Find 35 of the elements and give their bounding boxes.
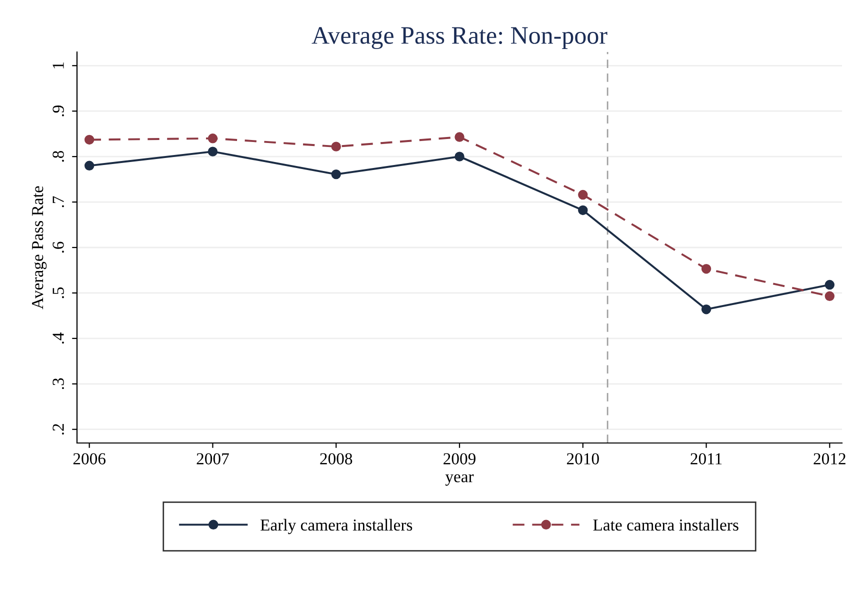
y-tick-label: .2 [52,424,64,435]
x-tick-label: 2010 [566,453,599,464]
x-tick-label: 2006 [73,453,106,464]
y-tick-label: .7 [52,196,64,208]
point [331,142,341,152]
point [578,205,588,216]
y-tick-label: .5 [52,287,64,298]
point [701,304,712,314]
point [824,291,835,302]
chart-title: Average Pass Rate: Non-poor [312,27,608,50]
point [208,134,218,144]
point [578,190,588,200]
y-tick-label: .4 [52,332,64,344]
point [454,132,464,142]
y-axis-title: Average Pass Rate [32,186,47,310]
point [84,134,94,145]
y-tick-label: .3 [52,378,64,390]
x-tick-label: 2009 [444,453,476,464]
y-tick-label: 1 [52,62,64,68]
point [84,160,94,171]
point [454,152,464,162]
x-tick-label: 2011 [690,453,722,464]
legend-label: Early camera installers [260,518,412,534]
y-tick-label: .8 [52,150,64,162]
y-tick-label: .9 [52,106,64,116]
x-tick-label: 2012 [814,453,846,464]
y-tick-label: .6 [52,242,64,253]
legend-label: Late camera installers [593,518,738,531]
point [331,169,341,180]
point [701,264,712,274]
x-tick-label: 2007 [196,453,229,464]
x-tick-label: 2008 [320,453,352,464]
x-axis-title: year [445,474,474,486]
point [824,280,835,290]
point [208,146,218,156]
